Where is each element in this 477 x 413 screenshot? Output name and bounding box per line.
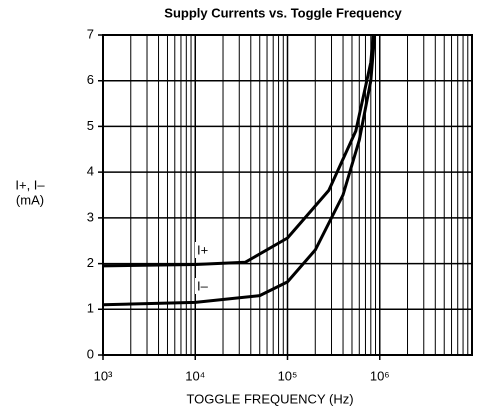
y-tick-label: 6 [87,72,94,87]
series-label-bg [195,278,217,294]
line [102,34,375,268]
plot-frame [102,34,473,356]
x-tick-label: 10³ [94,368,113,383]
series-label: I+ [197,242,208,257]
y-tick-label: 3 [87,209,94,224]
y-tick-label: 5 [87,118,94,133]
x-tick-label: 10⁵ [278,368,298,383]
chart-title: Supply Currents vs. Toggle Frequency [164,5,402,20]
y-tick-label: 1 [87,301,94,316]
series-label-bg [195,242,217,258]
y-axis-label: (mA) [16,192,44,207]
y-axis-label: I+, I– [15,177,45,192]
x-axis-label: TOGGLE FREQUENCY (Hz) [186,391,353,406]
x-tick-label: 10⁴ [185,368,205,383]
x-tick-label: 10⁶ [370,368,390,383]
y-tick-label: 7 [87,26,94,41]
y-tick-label: 4 [87,164,94,179]
line [102,34,377,307]
y-tick-label: 2 [87,255,94,270]
y-tick-label: 0 [87,346,94,361]
series-label: I– [197,278,209,293]
